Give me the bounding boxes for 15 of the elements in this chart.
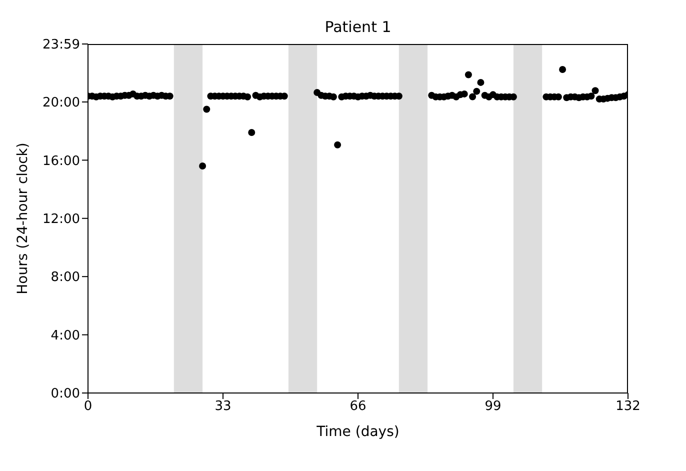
y-axis-title: Hours (24-hour clock) xyxy=(14,142,31,294)
x-tick-label: 99 xyxy=(484,399,502,414)
y-tick-label: 16:00 xyxy=(42,154,80,169)
x-tick-label: 66 xyxy=(350,399,366,414)
y-tick-label: 4:00 xyxy=(50,328,80,344)
y-tick-label: 23:59 xyxy=(42,38,80,53)
y-tick-label: 0:00 xyxy=(50,386,80,402)
y-tick-label: 20:00 xyxy=(42,96,80,111)
y-tick-label: 8:00 xyxy=(50,270,80,286)
x-tick-label: 33 xyxy=(214,399,232,414)
y-tick-label: 12:00 xyxy=(42,212,80,227)
chart-title: Patient 1 xyxy=(324,18,392,36)
x-axis-title: Time (days) xyxy=(316,424,400,440)
x-tick-label: 0 xyxy=(84,399,92,414)
x-tick-label: 132 xyxy=(616,399,640,414)
